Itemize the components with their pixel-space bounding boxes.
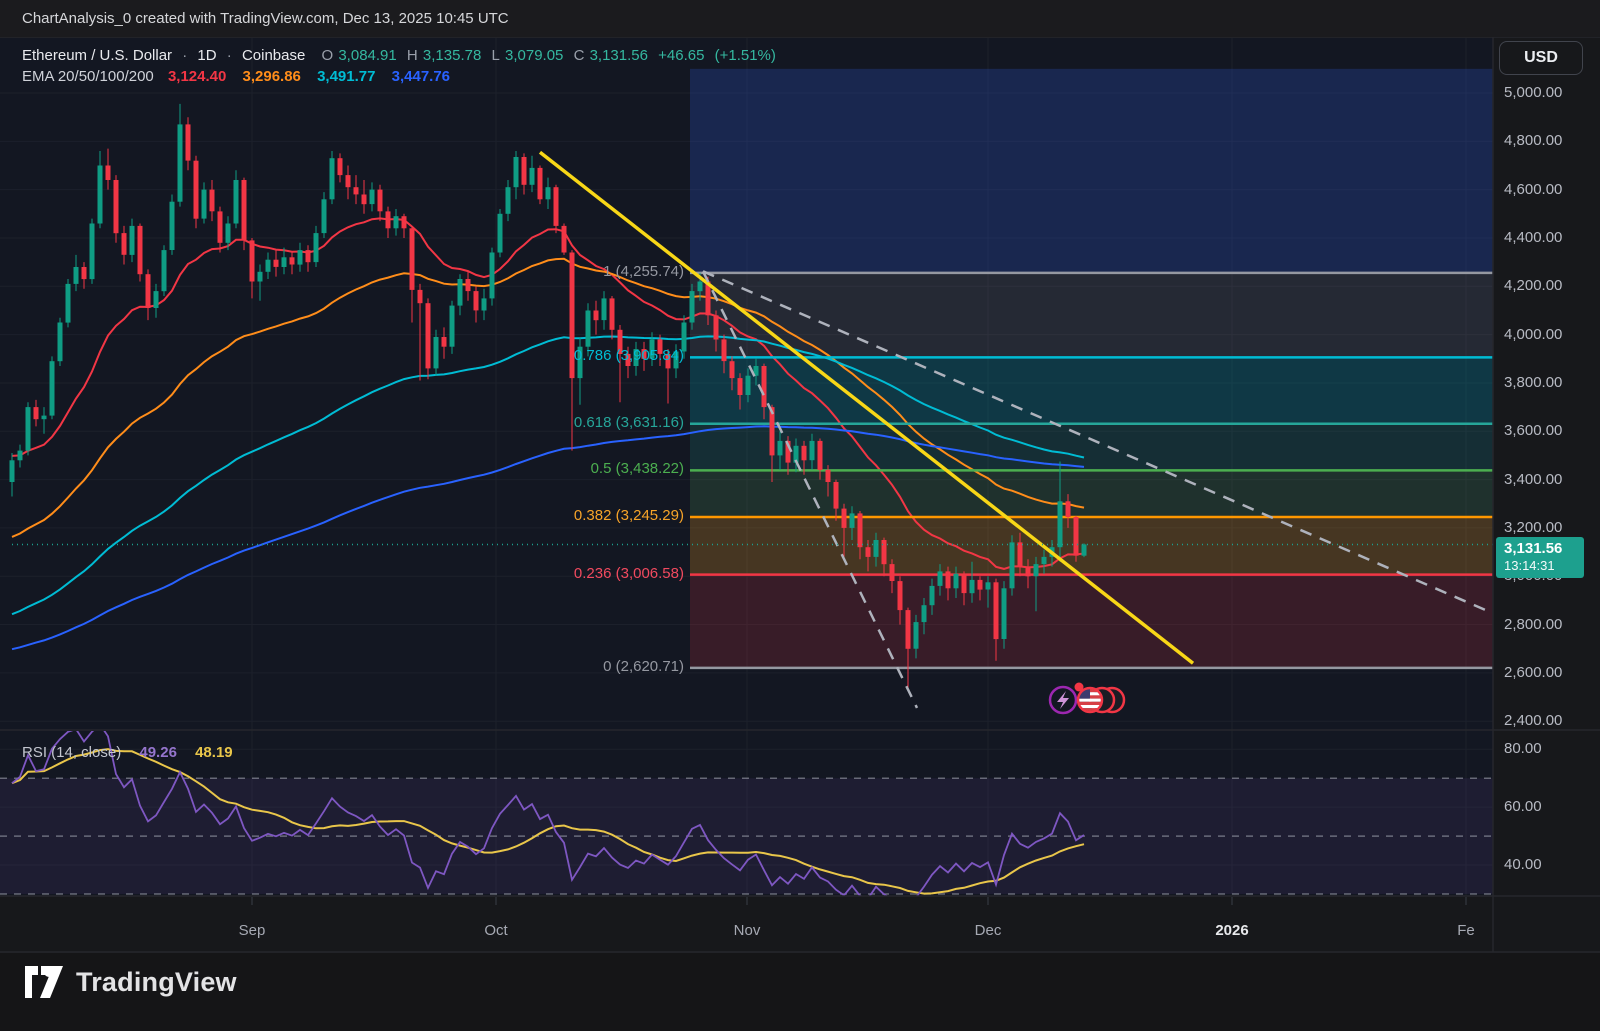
yellow-resistance-trendline [538,150,1195,665]
ema100-value: 3,491.77 [317,68,376,85]
low-value: 3,079.05 [505,47,564,64]
rsi-label: RSI (14, close) [22,744,122,761]
time-axis-label-2026: 2026 [1215,922,1249,939]
fib-label-0.382: 0.382 (3,245.29) [573,507,684,524]
bar-countdown: 13:14:31 [1504,558,1555,573]
time-axis-label-dec: Dec [974,922,1002,939]
time-axis-label-fe: Fe [1457,922,1475,939]
tradingview-wordmark: TradingView [76,966,237,997]
price-axis-label: 3,600.00 [1504,422,1563,439]
price-axis-label: 5,000.00 [1504,84,1563,101]
price-axis-label: 4,200.00 [1504,277,1563,294]
rsi-ma-line [11,748,1085,895]
ema20-value: 3,124.40 [167,68,227,85]
ema-legend: EMA 20/50/100/200 3,124.40 3,296.86 3,49… [22,68,456,85]
low-letter: L [491,47,500,64]
price-axis-label: 2,800.00 [1504,616,1563,633]
ema200-value: 3,447.76 [391,68,451,85]
fib-label-0.618: 0.618 (3,631.16) [573,414,684,431]
symbol-name: Ethereum / U.S. Dollar [22,47,173,64]
price-axis-label: 4,000.00 [1504,326,1563,343]
price-axis-label: 2,600.00 [1504,664,1563,681]
price-axis-label: 3,200.00 [1504,519,1563,536]
price-axis-label: 3,800.00 [1504,374,1563,391]
last-price-badge[interactable]: 3,131.56 13:14:31 [1496,537,1584,578]
ema-100-line [11,335,1085,616]
us-flag-event-icon[interactable] [1076,686,1104,714]
rsi-axis-label: 40.00 [1504,856,1542,873]
close-value: 3,131.56 [589,47,648,64]
tradingview-logo[interactable]: TradingView [24,965,237,999]
fib-label-0.786: 0.786 (3,905.84) [573,347,684,364]
rsi-line [11,731,1085,896]
fib-label-0.5: 0.5 (3,438.22) [590,460,684,477]
price-axis-label: 4,400.00 [1504,229,1563,246]
footer-bar: TradingView [0,953,1600,1031]
ema-20-line [11,217,1085,570]
open-value: 3,084.91 [338,47,397,64]
export-title-bar: ChartAnalysis_0 created with TradingView… [0,0,1600,37]
red-dot-event-icon [1074,682,1084,692]
price-axis-label: 4,600.00 [1504,181,1563,198]
ema-50-line [11,257,1085,538]
open-letter: O [321,47,334,64]
rsi-ma-value: 48.19 [195,744,233,761]
currency-usd-button[interactable]: USD [1499,41,1583,75]
high-letter: H [406,47,418,64]
close-letter: C [573,47,585,64]
candlestick-series [9,103,1087,690]
interval-label: 1D [197,47,217,64]
rsi-legend: RSI (14, close) 49.26 48.19 [22,744,239,761]
ema50-value: 3,296.86 [242,68,301,85]
fib-label-1: 1 (4,255.74) [603,263,684,280]
gray-dashed-steep [701,270,919,709]
lightning-event-icon[interactable] [1048,685,1078,715]
time-axis-label-oct: Oct [484,922,508,939]
time-axis-label-nov: Nov [733,922,761,939]
price-axis-label: 2,400.00 [1504,712,1563,729]
fib-label-0: 0 (2,620.71) [603,658,684,675]
price-axis-label: 3,400.00 [1504,471,1563,488]
price-axis-label: 4,800.00 [1504,132,1563,149]
ema-200-line [11,425,1085,651]
rsi-value: 49.26 [139,744,177,761]
symbol-legend: Ethereum / U.S. Dollar · 1D · Coinbase O… [22,47,776,64]
rsi-axis-label: 80.00 [1504,740,1542,757]
tradingview-logo-icon [25,966,63,998]
last-price-value: 3,131.56 [1504,540,1563,557]
high-value: 3,135.78 [422,47,482,64]
change-value: +46.65 [658,47,705,64]
time-axis-label-sep: Sep [238,922,266,939]
fib-label-0.236: 0.236 (3,006.58) [573,565,684,582]
exchange-label: Coinbase [241,47,306,64]
ema-label: EMA 20/50/100/200 [22,68,154,85]
gray-dashed-shallow [702,270,1491,614]
rsi-axis-label: 60.00 [1504,798,1542,815]
change-percent: (+1.51%) [714,47,776,64]
